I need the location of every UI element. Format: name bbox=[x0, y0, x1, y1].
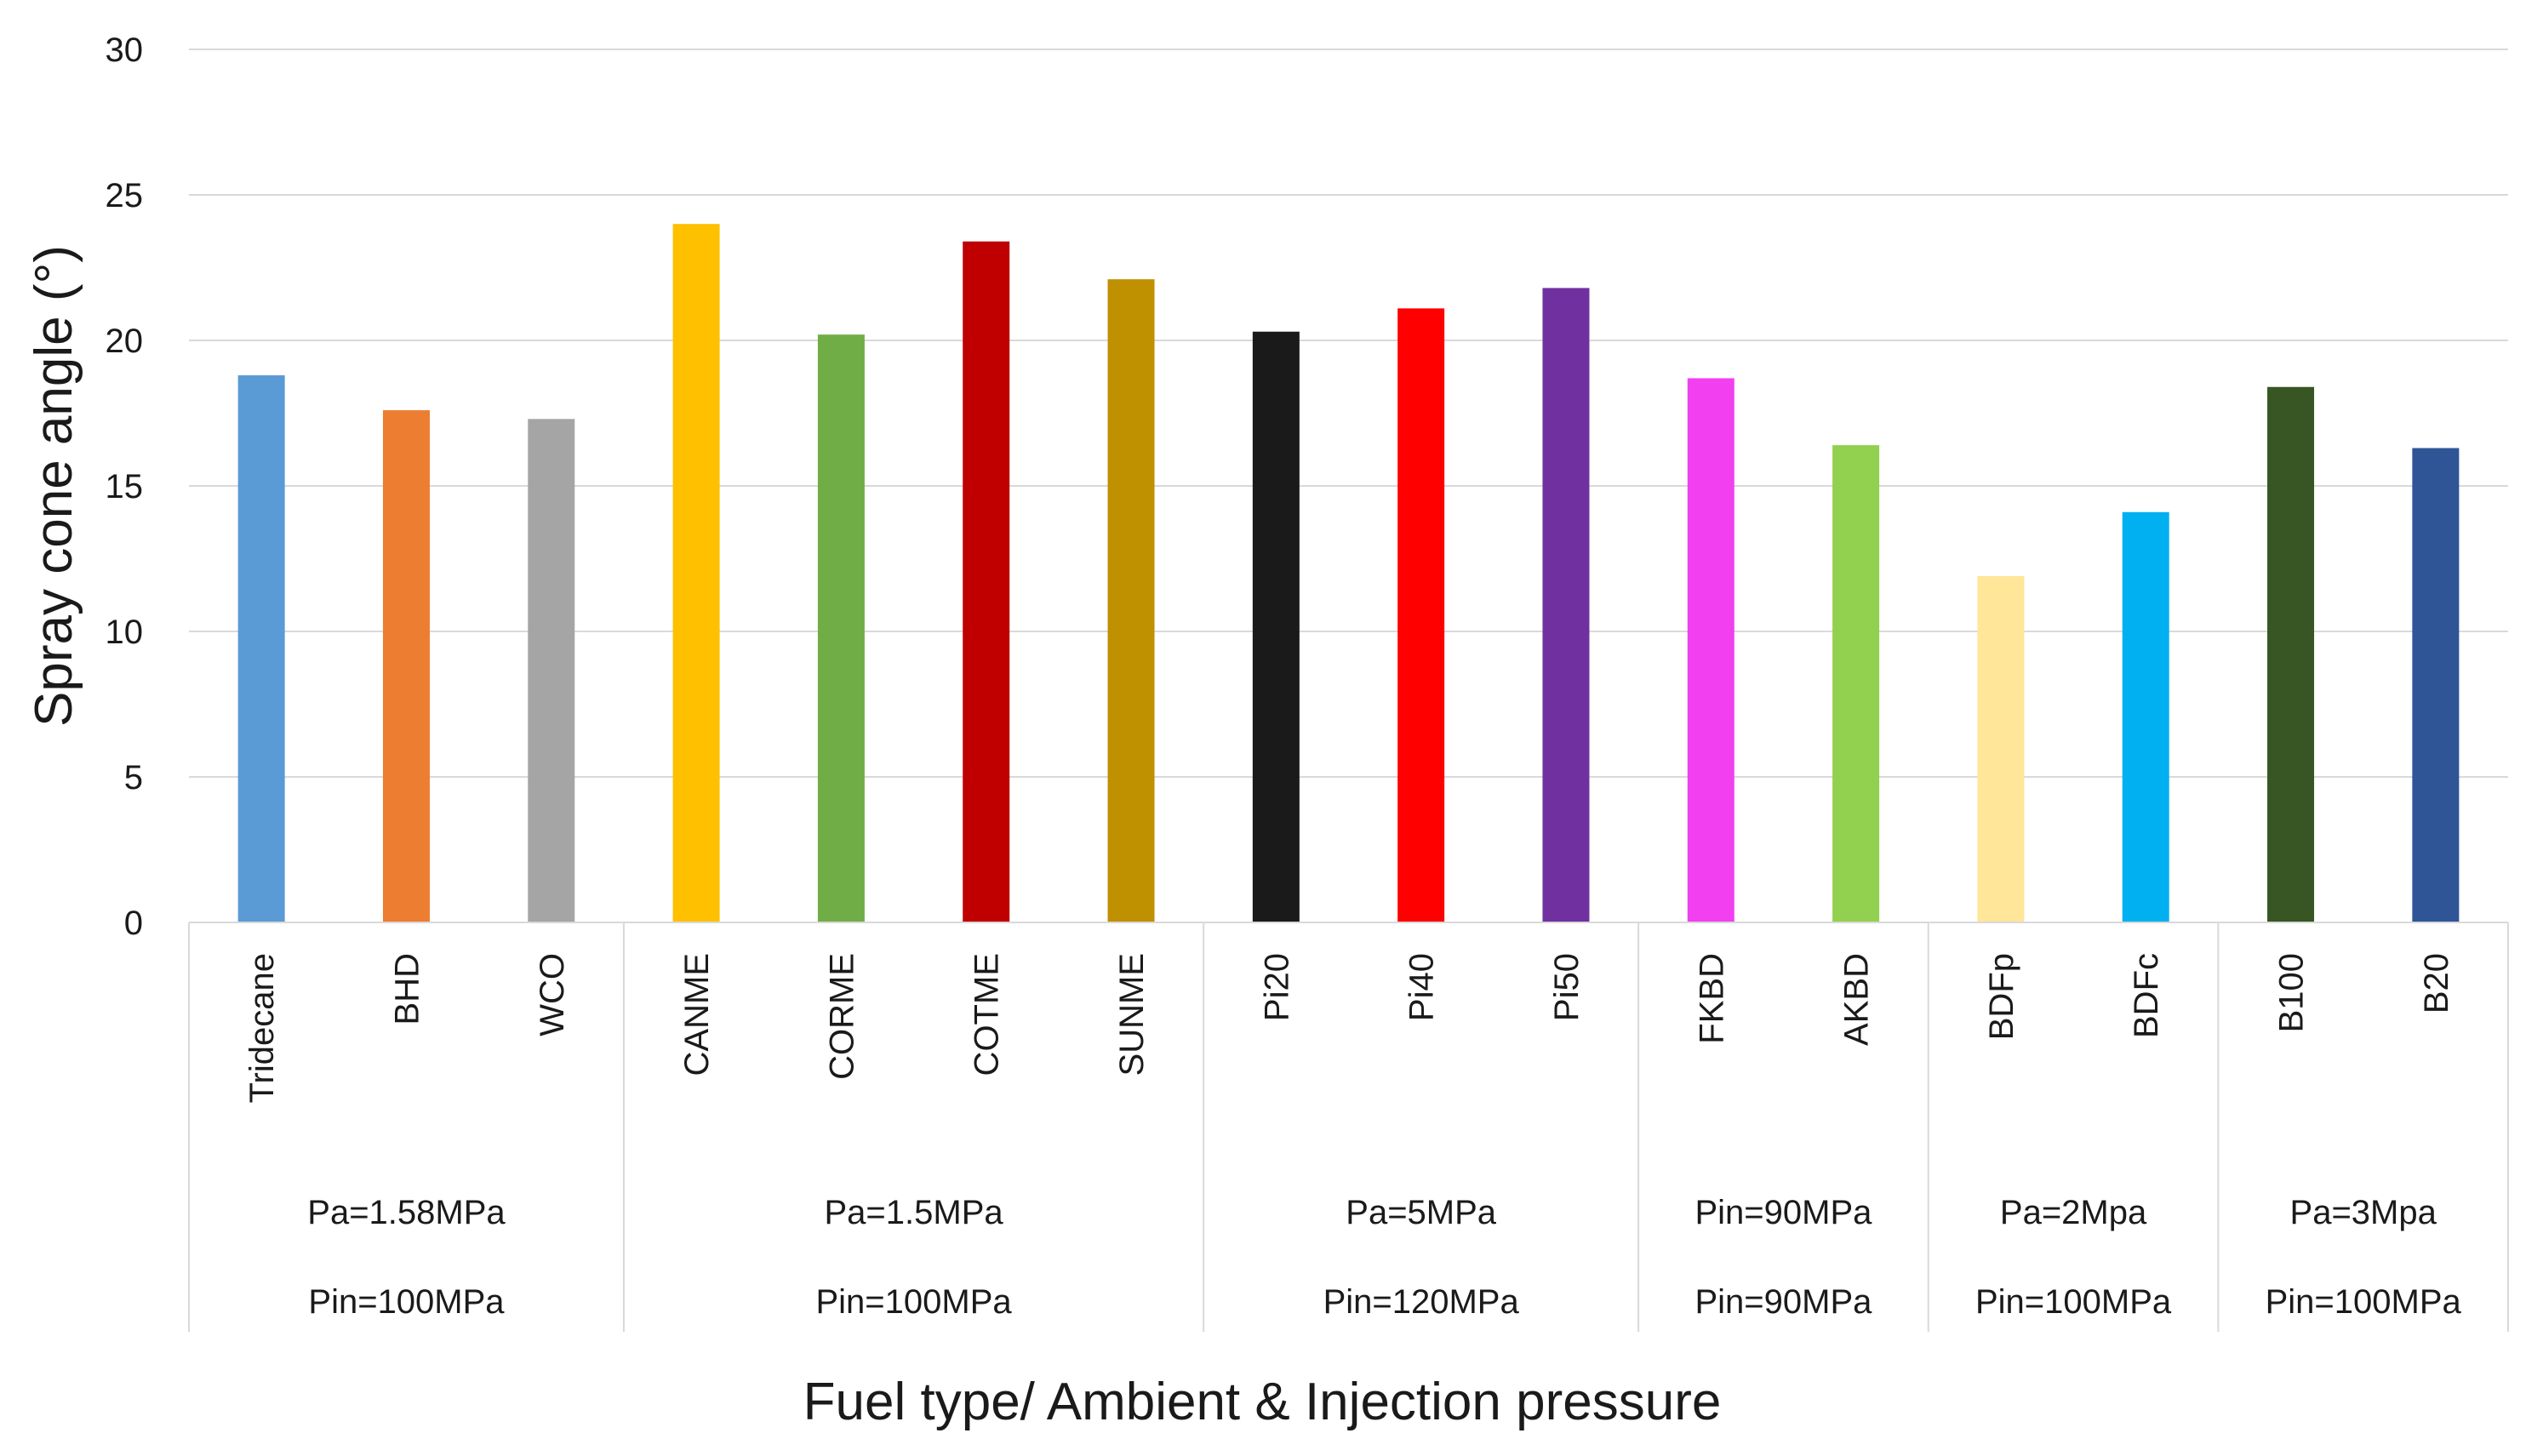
bar-corme bbox=[817, 334, 865, 922]
x-axis bbox=[188, 922, 2509, 1332]
bar-canme bbox=[672, 224, 720, 922]
category-label: Pi20 bbox=[1258, 953, 1295, 1021]
category-label: AKBD bbox=[1838, 953, 1876, 1046]
bars bbox=[237, 224, 2460, 923]
bar-bdfp bbox=[1977, 576, 2025, 922]
group-injection-label: Pin=100MPa bbox=[815, 1283, 1012, 1321]
group-ambient-label: Pa=3Mpa bbox=[2290, 1194, 2437, 1231]
category-label: Tridecane bbox=[243, 953, 281, 1103]
group-ambient-label: Pa=1.5MPa bbox=[824, 1194, 1003, 1231]
y-tick-label: 0 bbox=[124, 905, 143, 942]
y-tick-label: 25 bbox=[106, 177, 144, 214]
category-label: WCO bbox=[534, 953, 571, 1036]
x-axis-title: Fuel type/ Ambient & Injection pressure bbox=[803, 1373, 1722, 1431]
bar-pi50 bbox=[1542, 288, 1590, 922]
category-label: BDFc bbox=[2128, 953, 2165, 1038]
category-label: CANME bbox=[678, 953, 716, 1076]
category-labels: Tridecane BHD WCO CANME CORME COTME SUNME Pi20 P… bbox=[243, 953, 2455, 1103]
y-tick-label: 30 bbox=[106, 31, 144, 69]
gridlines bbox=[189, 49, 2508, 778]
y-tick-label: 20 bbox=[106, 323, 144, 360]
bar-sunme bbox=[1107, 279, 1155, 922]
bar-fkbd bbox=[1687, 378, 1734, 923]
group-ambient-label: Pa=1.58MPa bbox=[307, 1194, 506, 1231]
group-injection-label: Pin=100MPa bbox=[1975, 1283, 2172, 1321]
group-labels: Pa=1.58MPa Pin=100MPa Pa=1.5MPa Pin=100MPa P… bbox=[307, 1194, 2461, 1321]
category-label: SUNME bbox=[1113, 953, 1151, 1076]
bar-b100 bbox=[2267, 386, 2315, 923]
category-label: Pi50 bbox=[1548, 953, 1586, 1021]
category-label: B20 bbox=[2418, 953, 2455, 1013]
category-label: B100 bbox=[2273, 953, 2311, 1032]
group-injection-label: Pin=100MPa bbox=[308, 1283, 505, 1321]
category-label: BHD bbox=[388, 953, 426, 1025]
category-label: Pi40 bbox=[1403, 953, 1441, 1021]
bar-tridecane bbox=[237, 375, 285, 922]
y-tick-label: 5 bbox=[124, 759, 143, 797]
group-injection-label: Pin=120MPa bbox=[1323, 1283, 1520, 1321]
bar-cotme bbox=[963, 241, 1010, 923]
y-tick-label: 10 bbox=[106, 614, 144, 651]
group-ambient-label: Pa=5MPa bbox=[1346, 1194, 1497, 1231]
category-label: FKBD bbox=[1693, 953, 1730, 1044]
category-label: BDFp bbox=[1983, 953, 2020, 1040]
bar-pi40 bbox=[1397, 308, 1445, 922]
bar-b20 bbox=[2412, 448, 2460, 922]
bar-wco bbox=[528, 419, 575, 923]
y-tick-label: 15 bbox=[106, 468, 144, 505]
y-axis-ticks: 0 5 10 15 20 25 30 bbox=[106, 31, 144, 942]
group-ambient-label: Pa=2Mpa bbox=[2000, 1194, 2147, 1231]
bar-bhd bbox=[382, 410, 430, 923]
group-ambient-label: Pin=90MPa bbox=[1694, 1194, 1872, 1231]
category-label: CORME bbox=[823, 953, 860, 1080]
category-label: COTME bbox=[969, 953, 1006, 1076]
bar-pi20 bbox=[1252, 331, 1300, 922]
group-injection-label: Pin=90MPa bbox=[1694, 1283, 1872, 1321]
bar-akbd bbox=[1832, 445, 1880, 922]
y-axis-title: Spray cone angle (°) bbox=[25, 245, 83, 727]
group-injection-label: Pin=100MPa bbox=[2266, 1283, 2462, 1321]
bar-bdfc bbox=[2122, 511, 2169, 922]
